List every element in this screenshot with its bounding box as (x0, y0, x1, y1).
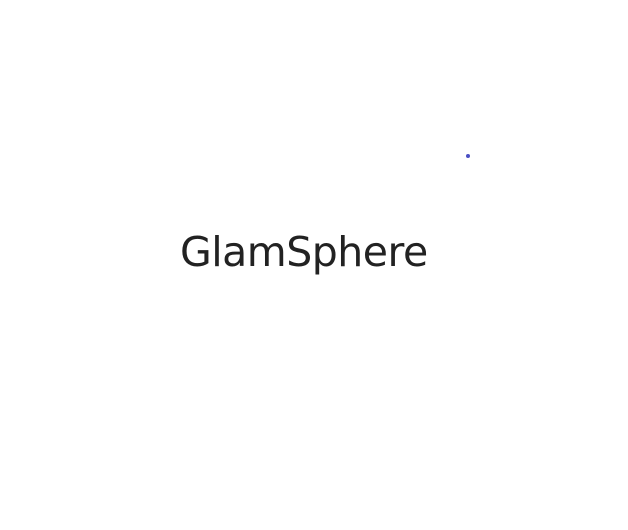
app-logo-wordmark: GlamSphere (180, 232, 428, 273)
loading-dot-icon (466, 154, 470, 158)
